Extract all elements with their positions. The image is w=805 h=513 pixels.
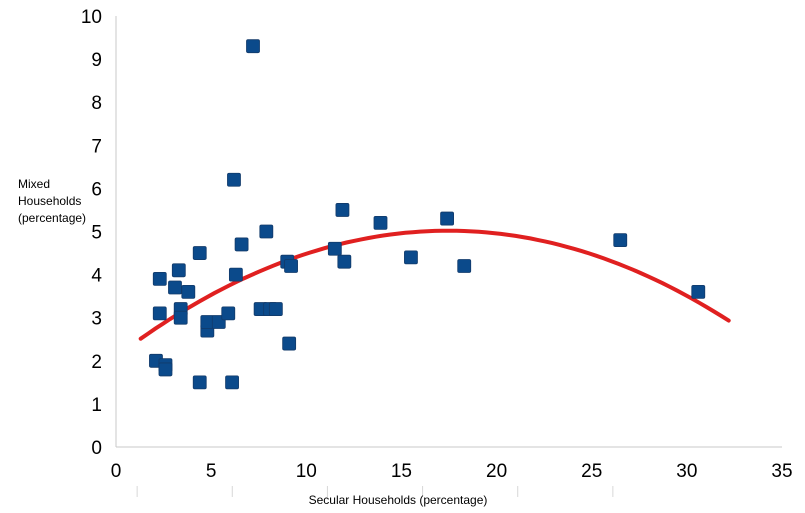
y-tick-label: 4 — [91, 266, 102, 287]
data-point — [152, 272, 167, 286]
y-tick-label: 2 — [91, 352, 102, 373]
data-point — [337, 254, 352, 269]
data-point — [192, 375, 207, 390]
y-tick-label: 8 — [91, 93, 102, 114]
data-points — [149, 39, 706, 390]
data-point — [225, 375, 239, 390]
y-tick-label: 0 — [91, 438, 102, 459]
data-point — [613, 233, 628, 248]
data-point — [234, 237, 249, 252]
y-axis-title-line-2: Households — [18, 194, 81, 208]
data-point — [181, 284, 196, 299]
data-point — [152, 306, 167, 321]
data-point — [173, 310, 188, 325]
data-point — [327, 241, 342, 256]
data-point — [171, 263, 186, 278]
data-point — [259, 224, 274, 239]
y-axis-title-line-1: Mixed — [18, 177, 50, 191]
data-point — [457, 259, 472, 273]
axes — [115, 16, 782, 448]
data-point — [440, 211, 454, 226]
x-tick-label: 35 — [771, 461, 792, 482]
y-tick-label: 3 — [91, 309, 102, 330]
data-point — [404, 250, 418, 265]
x-axis-tick-labels: 0 5 10 15 20 25 30 35 — [111, 461, 793, 497]
data-point — [282, 336, 297, 351]
data-point — [192, 246, 207, 260]
y-tick-label: 9 — [91, 50, 102, 71]
y-axis-title-line-3: (percentage) — [18, 211, 86, 225]
x-axis-title: Secular Households (percentage) — [309, 493, 488, 507]
data-point — [227, 172, 241, 187]
data-point — [284, 259, 298, 273]
y-tick-label: 6 — [91, 179, 102, 200]
data-point — [335, 203, 350, 217]
y-tick-label: 10 — [81, 7, 102, 28]
data-point — [158, 362, 173, 377]
data-point — [228, 267, 243, 282]
x-tick-label: 10 — [296, 461, 317, 482]
x-tick-label: 15 — [391, 461, 412, 482]
x-tick-label: 0 — [111, 461, 122, 482]
data-point — [268, 302, 283, 316]
x-tick-label: 30 — [676, 461, 697, 482]
data-point — [373, 215, 388, 230]
y-tick-label: 1 — [91, 395, 102, 416]
y-tick-label: 5 — [91, 223, 102, 244]
x-tick-label: 20 — [486, 461, 507, 482]
y-axis-tick-labels: 0 1 2 3 4 5 6 7 8 9 10 — [81, 7, 103, 459]
data-point — [691, 284, 706, 299]
x-tick-label: 25 — [581, 461, 602, 482]
data-point — [168, 280, 182, 295]
data-point — [246, 39, 260, 54]
y-tick-label: 7 — [91, 136, 102, 157]
x-tick-label: 5 — [206, 461, 217, 482]
data-point — [221, 306, 236, 321]
